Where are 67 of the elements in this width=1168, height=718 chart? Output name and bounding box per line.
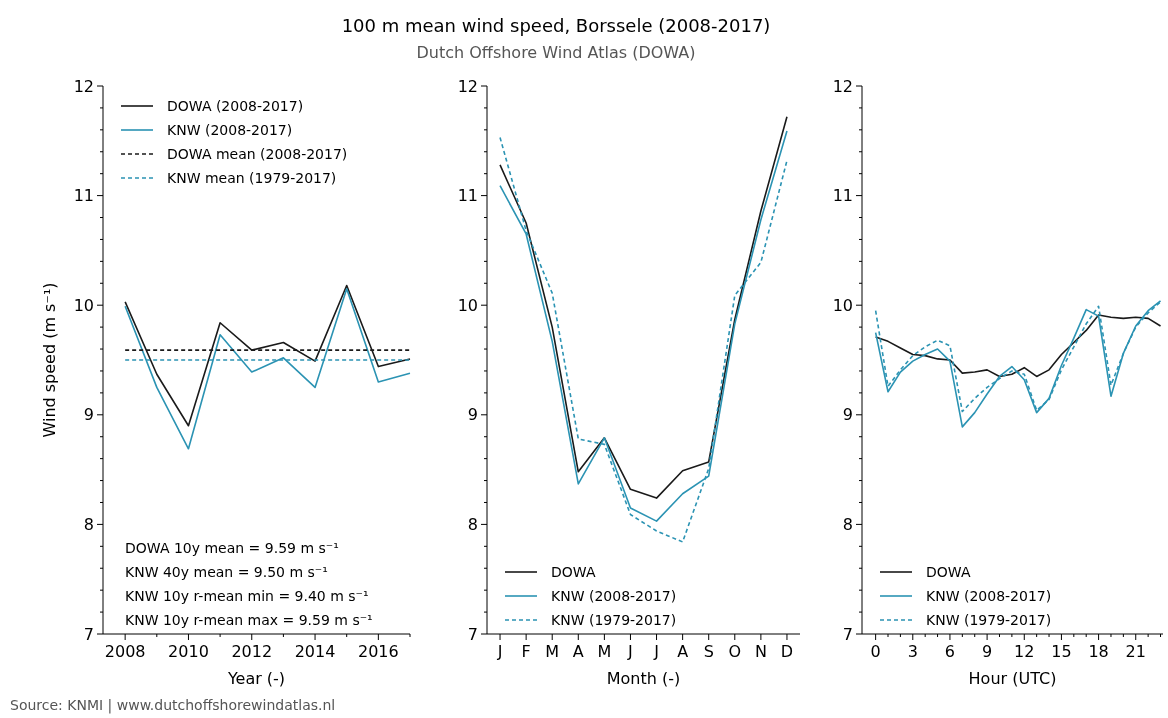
x-axis-title: Month (-) xyxy=(606,669,681,688)
x-tick-label: 2008 xyxy=(104,642,146,661)
legend-label: KNW (1979-2017) xyxy=(926,611,1052,628)
annotation: DOWA 10y mean = 9.59 m s⁻¹ xyxy=(125,539,339,556)
y-tick-label: 12 xyxy=(73,76,94,96)
x-tick-label: F xyxy=(521,642,531,661)
x-tick-label: J xyxy=(653,642,659,661)
y-tick-label: 11 xyxy=(832,186,853,206)
legend-label: DOWA xyxy=(551,563,596,580)
y-tick-label: 7 xyxy=(467,624,478,644)
x-tick-label: 2014 xyxy=(294,642,336,661)
x-axis-title: Year (-) xyxy=(226,669,286,688)
legend-label: KNW (2008-2017) xyxy=(551,587,677,604)
chart-title: 100 m mean wind speed, Borssele (2008-2017) xyxy=(341,15,771,36)
annotation: KNW 10y r-mean max = 9.59 m s⁻¹ xyxy=(125,611,373,628)
y-tick-label: 7 xyxy=(842,624,853,644)
line-series xyxy=(124,284,411,427)
x-tick-label: N xyxy=(754,642,767,661)
line-series xyxy=(124,287,411,450)
line-series xyxy=(874,314,1162,378)
x-tick-label: 21 xyxy=(1125,642,1146,661)
y-tick-label: 10 xyxy=(73,295,94,315)
y-tick-label: 9 xyxy=(842,405,853,425)
x-tick-label: M xyxy=(597,642,612,661)
x-tick-label: J xyxy=(627,642,633,661)
y-tick-label: 8 xyxy=(842,515,853,534)
source-note: Source: KNMI | www.dutchoffshorewindatlas.nl xyxy=(10,697,336,714)
x-tick-label: 2012 xyxy=(231,642,273,661)
chart-subtitle: Dutch Offshore Wind Atlas (DOWA) xyxy=(416,43,696,62)
x-tick-label: S xyxy=(703,642,714,661)
y-tick-label: 10 xyxy=(457,295,478,315)
y-tick-label: 9 xyxy=(83,405,94,425)
x-tick-label: 12 xyxy=(1014,642,1035,661)
y-tick-label: 11 xyxy=(73,186,94,206)
y-tick-label: 9 xyxy=(467,405,478,425)
annotation: KNW 10y r-mean min = 9.40 m s⁻¹ xyxy=(125,587,369,604)
legend-label: DOWA xyxy=(926,563,971,580)
legend-label: KNW (2008-2017) xyxy=(167,121,293,138)
y-tick-label: 11 xyxy=(457,186,478,206)
x-tick-label: 0 xyxy=(870,642,881,661)
y-tick-label: 7 xyxy=(83,624,94,644)
legend-label: KNW (2008-2017) xyxy=(926,587,1052,604)
y-tick-label: 10 xyxy=(832,295,853,315)
x-axis-title: Hour (UTC) xyxy=(968,669,1057,688)
x-tick-label: A xyxy=(572,642,584,661)
x-tick-label: A xyxy=(677,642,689,661)
x-tick-label: M xyxy=(545,642,560,661)
x-tick-label: 9 xyxy=(982,642,993,661)
x-tick-label: J xyxy=(496,642,503,661)
y-axis-title: Wind speed (m s⁻¹) xyxy=(40,282,59,438)
x-tick-label: 15 xyxy=(1051,642,1072,661)
y-tick-label: 8 xyxy=(83,515,94,534)
x-tick-label: 2016 xyxy=(357,642,399,661)
annotation: KNW 40y mean = 9.50 m s⁻¹ xyxy=(125,563,328,580)
legend-label: KNW mean (1979-2017) xyxy=(167,169,337,186)
x-tick-label: 2010 xyxy=(168,642,209,661)
y-tick-label: 12 xyxy=(832,76,853,96)
x-tick-label: 3 xyxy=(907,642,918,661)
x-tick-label: O xyxy=(728,642,742,661)
legend-label: KNW (1979-2017) xyxy=(551,611,677,628)
y-tick-label: 12 xyxy=(457,76,478,96)
y-tick-label: 8 xyxy=(467,515,478,534)
x-tick-label: 6 xyxy=(944,642,956,661)
x-tick-label: D xyxy=(780,642,794,661)
legend-label: DOWA mean (2008-2017) xyxy=(167,145,348,162)
legend-label: DOWA (2008-2017) xyxy=(167,97,304,114)
x-tick-label: 18 xyxy=(1088,642,1109,661)
